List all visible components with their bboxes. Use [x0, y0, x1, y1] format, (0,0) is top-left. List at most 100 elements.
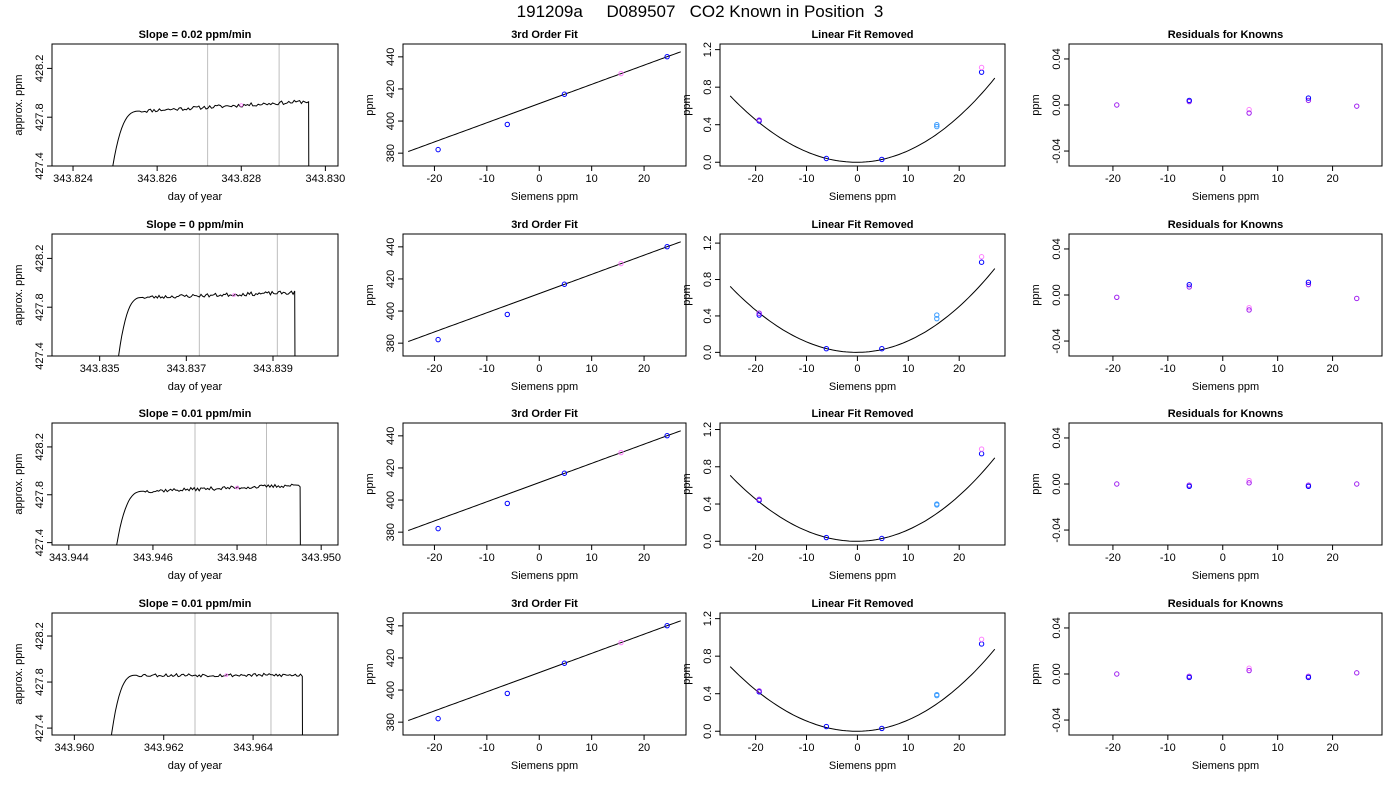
y-axis-label: approx. ppm — [13, 74, 25, 135]
y-axis-label: ppm — [681, 663, 693, 684]
data-point — [879, 535, 885, 542]
data-point — [1114, 294, 1120, 301]
x-tick-label: -20 — [426, 363, 442, 375]
data-point — [978, 259, 985, 265]
y-tick-label: 427.4 — [34, 152, 46, 180]
panel-title: 3rd Order Fit — [511, 29, 578, 41]
plot-frame — [51, 422, 339, 546]
y-tick-label: 0.00 — [1051, 284, 1063, 305]
plot-frame — [402, 422, 687, 546]
data-point — [664, 53, 670, 60]
y-tick-label: 427.8 — [34, 293, 46, 321]
x-tick-label: 0 — [854, 173, 860, 185]
x-tick-label: -20 — [1105, 552, 1121, 564]
plot-frame — [719, 422, 1006, 546]
plot-frame — [402, 43, 687, 167]
x-tick-label: 343.964 — [233, 742, 273, 754]
panel-title: Slope = 0.01 ppm/min — [139, 408, 252, 420]
panel-title: Linear Fit Removed — [811, 219, 913, 231]
x-tick-label: 0 — [854, 363, 860, 375]
x-tick-label: 343.962 — [144, 742, 184, 754]
y-tick-label: 0.00 — [1051, 663, 1063, 684]
y-tick-label: 380 — [385, 334, 397, 352]
plot-frame — [719, 612, 1006, 736]
plot-frame — [51, 612, 339, 736]
y-tick-label: 1.2 — [702, 42, 714, 57]
x-tick-label: -10 — [1160, 173, 1176, 185]
x-tick-label: 20 — [638, 173, 650, 185]
x-tick-label: 10 — [586, 742, 598, 754]
data-point — [1354, 481, 1360, 487]
panel-title: Residuals for Knowns — [1168, 598, 1284, 610]
y-tick-label: 400 — [385, 302, 397, 320]
panel-title: Linear Fit Removed — [811, 408, 913, 420]
x-axis-label: day of year — [168, 760, 223, 772]
panel-title: Residuals for Knowns — [1168, 219, 1284, 231]
data-point — [504, 500, 510, 507]
y-tick-label: 427.8 — [34, 668, 46, 696]
data-point — [224, 673, 229, 677]
x-tick-label: -10 — [479, 552, 495, 564]
data-point — [934, 122, 940, 128]
y-tick-label: 400 — [385, 491, 397, 509]
x-tick-label: 343.946 — [133, 552, 173, 564]
x-axis-label: Siemens ppm — [829, 570, 896, 582]
y-tick-label: 0.0 — [702, 155, 714, 170]
x-tick-label: 343.837 — [166, 363, 206, 375]
data-point — [934, 312, 940, 318]
data-point — [504, 690, 510, 697]
x-tick-label: 0 — [854, 552, 860, 564]
data-point — [1305, 483, 1312, 490]
data-point — [879, 725, 885, 732]
panel-title: Linear Fit Removed — [811, 598, 913, 610]
y-tick-label: 380 — [385, 713, 397, 731]
x-axis-label: Siemens ppm — [1192, 191, 1259, 203]
data-point — [1246, 110, 1252, 116]
x-tick-label: -10 — [1160, 552, 1176, 564]
y-tick-label: 0.4 — [702, 496, 714, 511]
x-tick-label: 0 — [536, 552, 542, 564]
x-tick-label: -10 — [479, 173, 495, 185]
data-point — [1305, 95, 1312, 101]
panel-title: Slope = 0.01 ppm/min — [139, 598, 252, 610]
x-tick-label: -10 — [479, 363, 495, 375]
x-tick-label: 10 — [586, 173, 598, 185]
plot-frame — [1068, 43, 1383, 167]
y-tick-label: 1.2 — [702, 422, 714, 437]
y-tick-label: -0.04 — [1051, 707, 1063, 732]
y-tick-label: 427.4 — [34, 529, 46, 557]
y-tick-label: 420 — [385, 649, 397, 667]
fit-curve — [729, 77, 996, 163]
data-point — [435, 525, 441, 532]
x-tick-label: 10 — [1272, 173, 1284, 185]
y-axis-label: ppm — [1030, 473, 1042, 494]
y-tick-label: 0.4 — [702, 117, 714, 132]
x-axis-label: Siemens ppm — [511, 760, 578, 772]
data-point — [235, 485, 239, 490]
panel-title: Slope = 0 ppm/min — [146, 219, 244, 231]
data-point — [1246, 480, 1252, 486]
fit-curve — [729, 457, 996, 542]
x-tick-label: -10 — [1160, 742, 1176, 754]
data-point — [664, 622, 670, 629]
x-tick-label: -20 — [426, 173, 442, 185]
x-tick-label: 0 — [1220, 363, 1226, 375]
x-axis-label: day of year — [168, 570, 223, 582]
data-point — [823, 723, 830, 730]
data-point — [756, 496, 762, 503]
data-point — [1186, 284, 1192, 290]
x-tick-label: 343.828 — [221, 173, 261, 185]
x-tick-label: 0 — [536, 742, 542, 754]
y-tick-label: 0.4 — [702, 686, 714, 701]
x-tick-label: 10 — [586, 552, 598, 564]
fit-curve — [408, 51, 681, 152]
y-axis-label: ppm — [364, 284, 376, 305]
y-tick-label: -0.04 — [1051, 517, 1063, 542]
y-axis-label: ppm — [1030, 663, 1042, 684]
y-axis-label: ppm — [681, 94, 693, 115]
data-point — [1354, 103, 1360, 109]
data-point — [435, 336, 441, 343]
x-tick-label: 20 — [638, 552, 650, 564]
x-axis-label: day of year — [168, 191, 223, 203]
concentration-trace — [112, 99, 310, 166]
